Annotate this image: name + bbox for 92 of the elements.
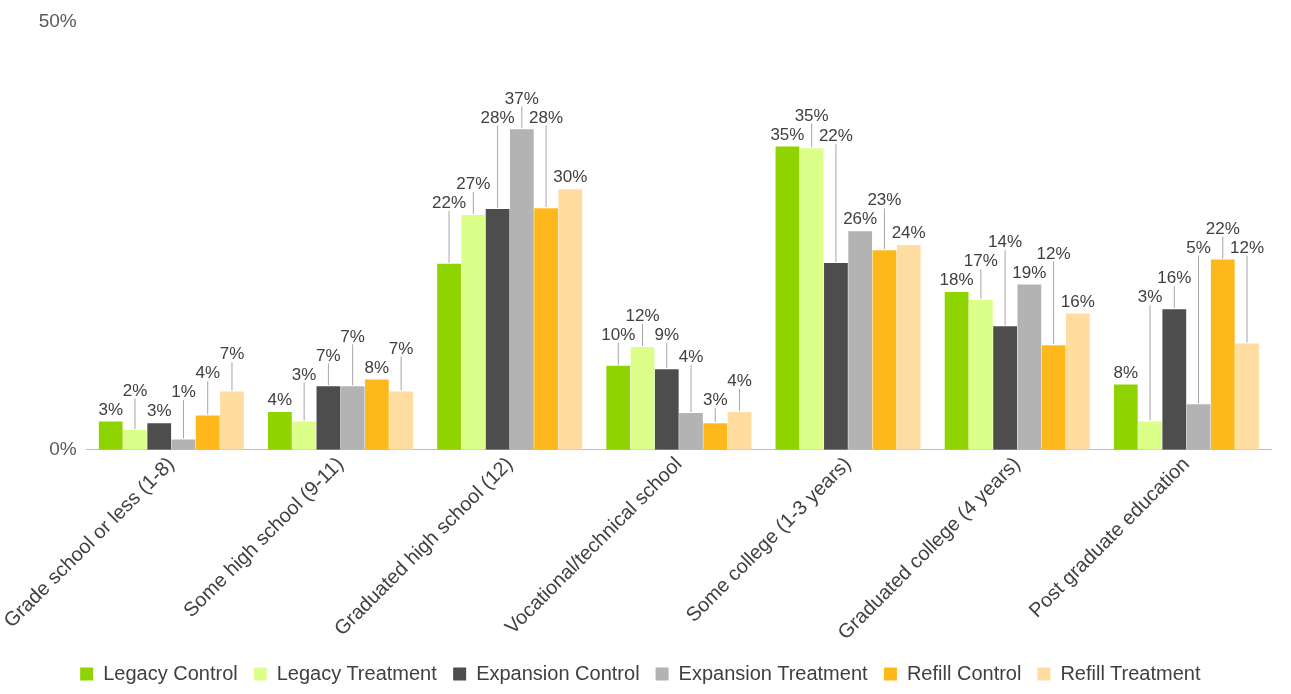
legend-label: Refill Treatment bbox=[1060, 661, 1201, 684]
bar bbox=[968, 299, 993, 450]
bar bbox=[123, 430, 147, 450]
data-label: 12% bbox=[625, 306, 660, 326]
legend-label: Legacy Control bbox=[103, 661, 238, 684]
bar bbox=[727, 412, 752, 450]
bar bbox=[606, 365, 631, 450]
bar bbox=[824, 262, 848, 450]
data-label: 8% bbox=[364, 357, 390, 377]
data-label: 18% bbox=[939, 270, 974, 290]
bar bbox=[534, 208, 558, 450]
data-label: 9% bbox=[654, 325, 680, 345]
data-label: 3% bbox=[291, 364, 317, 384]
bar bbox=[558, 189, 583, 450]
data-label: 5% bbox=[1186, 237, 1211, 257]
data-label: 35% bbox=[794, 105, 829, 125]
data-label: 14% bbox=[988, 232, 1023, 252]
bar bbox=[1113, 384, 1138, 450]
bar bbox=[292, 421, 317, 450]
bar bbox=[220, 391, 244, 450]
bar bbox=[316, 386, 341, 450]
data-label: 3% bbox=[146, 401, 172, 421]
y-tick-label: 0% bbox=[49, 437, 77, 459]
data-label: 1% bbox=[171, 382, 196, 402]
bar bbox=[1041, 345, 1066, 450]
bar bbox=[993, 326, 1017, 450]
bar bbox=[1186, 404, 1211, 450]
bar bbox=[485, 209, 510, 450]
bar bbox=[1235, 343, 1259, 450]
data-label: 27% bbox=[456, 174, 491, 194]
bar bbox=[872, 250, 897, 450]
bar bbox=[268, 412, 292, 450]
data-label: 30% bbox=[553, 167, 588, 187]
bar bbox=[654, 369, 679, 450]
data-label: 3% bbox=[702, 390, 728, 410]
bar bbox=[147, 423, 172, 450]
data-label: 8% bbox=[1113, 362, 1139, 382]
bar bbox=[799, 148, 824, 450]
data-label: 12% bbox=[1036, 243, 1071, 263]
bar bbox=[944, 292, 969, 450]
data-label: 16% bbox=[1157, 268, 1192, 288]
bar bbox=[775, 146, 800, 450]
legend-label: Legacy Treatment bbox=[276, 661, 438, 684]
legend-label: Refill Control bbox=[906, 661, 1022, 684]
data-label: 7% bbox=[388, 338, 414, 358]
bar bbox=[1138, 421, 1162, 450]
data-label: 22% bbox=[818, 126, 853, 146]
bar bbox=[171, 439, 196, 450]
data-label: 2% bbox=[122, 380, 148, 400]
bar bbox=[1210, 259, 1235, 450]
data-label: 4% bbox=[678, 347, 704, 367]
bar bbox=[1162, 309, 1187, 450]
data-label: 35% bbox=[770, 124, 805, 144]
legend-label: Expansion Treatment bbox=[678, 661, 869, 684]
y-tick-label: 50% bbox=[38, 9, 77, 31]
bar bbox=[848, 231, 873, 450]
data-label: 4% bbox=[267, 390, 293, 410]
data-label: 26% bbox=[843, 209, 878, 229]
data-label: 7% bbox=[316, 345, 341, 365]
data-label: 12% bbox=[1230, 237, 1265, 257]
data-label: 3% bbox=[98, 399, 124, 419]
data-label: 22% bbox=[1205, 218, 1240, 238]
data-label: 17% bbox=[963, 251, 998, 271]
bar bbox=[1065, 313, 1090, 450]
data-label: 22% bbox=[432, 193, 467, 213]
bar bbox=[98, 421, 123, 450]
bar bbox=[896, 244, 921, 450]
bar bbox=[437, 263, 461, 450]
data-label: 7% bbox=[219, 344, 245, 364]
data-label: 37% bbox=[504, 88, 539, 108]
bar bbox=[340, 386, 365, 450]
data-label: 23% bbox=[867, 190, 902, 210]
bar bbox=[389, 391, 414, 450]
data-label: 24% bbox=[891, 223, 926, 243]
bar bbox=[365, 379, 389, 450]
data-label: 3% bbox=[1137, 287, 1163, 307]
bar bbox=[461, 215, 486, 450]
bar bbox=[195, 415, 220, 450]
bar bbox=[630, 346, 655, 450]
bar bbox=[1017, 284, 1042, 450]
bar bbox=[679, 412, 703, 450]
data-label: 28% bbox=[529, 107, 564, 127]
data-label: 16% bbox=[1060, 291, 1095, 311]
data-label: 28% bbox=[480, 107, 515, 127]
data-label: 10% bbox=[601, 325, 636, 345]
bar bbox=[703, 423, 728, 450]
bar bbox=[509, 129, 534, 450]
data-label: 19% bbox=[1012, 262, 1047, 282]
data-label: 7% bbox=[340, 326, 365, 346]
data-label: 4% bbox=[195, 363, 221, 383]
data-label: 4% bbox=[727, 371, 752, 391]
legend-label: Expansion Control bbox=[476, 661, 640, 684]
